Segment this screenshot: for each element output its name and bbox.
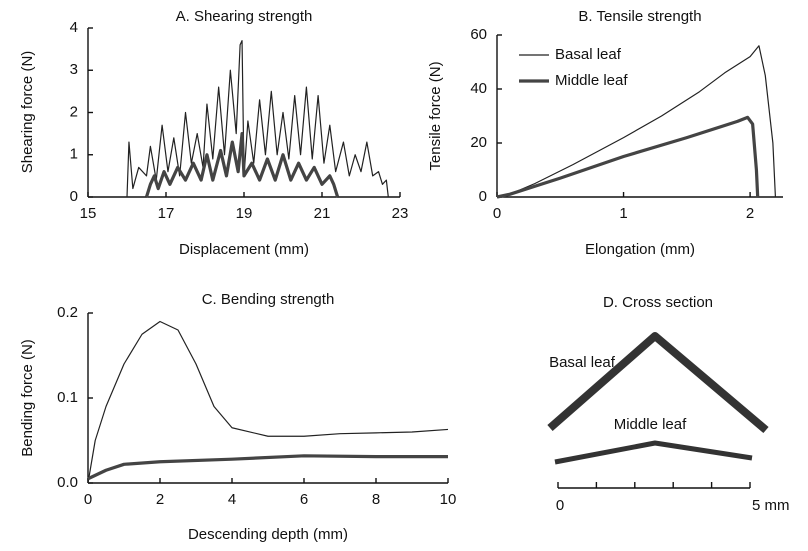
x-tick-label: 6 — [300, 491, 308, 508]
y-tick-label: 0 — [479, 188, 487, 205]
y-tick-label: 0.1 — [57, 389, 78, 406]
x-axis-label: Elongation (mm) — [585, 241, 695, 258]
x-tick-label: 0 — [84, 491, 92, 508]
chart-title: B. Tensile strength — [578, 8, 701, 25]
y-tick-label: 0.0 — [57, 474, 78, 491]
series-line — [87, 454, 448, 481]
x-tick-label: 10 — [440, 491, 457, 508]
legend-label: Basal leaf — [555, 46, 622, 63]
x-tick-label: 21 — [314, 205, 331, 222]
x-axis-label: Displacement (mm) — [179, 241, 309, 258]
y-tick-label: 2 — [70, 103, 78, 120]
series-line — [144, 132, 340, 198]
chart-title: C. Bending strength — [202, 291, 335, 308]
chart-title: A. Shearing strength — [176, 8, 313, 25]
scale-minor-ticks — [595, 482, 713, 488]
x-tick-label: 17 — [158, 205, 175, 222]
x-tick-label: 15 — [80, 205, 97, 222]
series-line — [87, 320, 449, 484]
x-tick-label: 0 — [493, 205, 501, 222]
series-line — [126, 40, 389, 198]
x-tick-label: 19 — [236, 205, 253, 222]
y-tick-label: 1 — [70, 146, 78, 163]
x-axis-label: Descending depth (mm) — [188, 526, 348, 543]
series-line — [496, 115, 760, 199]
series-line — [496, 45, 777, 198]
basal-leaf-section — [547, 332, 769, 434]
chart-title: D. Cross section — [603, 294, 713, 311]
x-tick-label: 2 — [746, 205, 754, 222]
x-tick-label: 8 — [372, 491, 380, 508]
section-label: Basal leaf — [549, 354, 616, 371]
scale-label: 5 mm — [752, 497, 790, 514]
y-tick-label: 60 — [470, 26, 487, 43]
y-tick-label: 20 — [470, 134, 487, 151]
scale-label: 0 — [556, 497, 564, 514]
y-tick-label: 40 — [470, 80, 487, 97]
y-tick-label: 3 — [70, 61, 78, 78]
x-tick-label: 4 — [228, 491, 236, 508]
x-tick-label: 1 — [619, 205, 627, 222]
x-tick-label: 23 — [392, 205, 409, 222]
y-axis-label: Bending force (N) — [19, 339, 36, 457]
y-axis-label: Shearing force (N) — [19, 51, 36, 174]
legend-label: Middle leaf — [555, 72, 628, 89]
y-axis-label: Tensile force (N) — [427, 61, 444, 170]
y-tick-label: 0 — [70, 188, 78, 205]
y-tick-label: 0.2 — [57, 304, 78, 321]
y-tick-label: 4 — [70, 19, 78, 36]
middle-leaf-section — [554, 440, 753, 465]
section-label: Middle leaf — [614, 416, 687, 433]
x-tick-label: 2 — [156, 491, 164, 508]
